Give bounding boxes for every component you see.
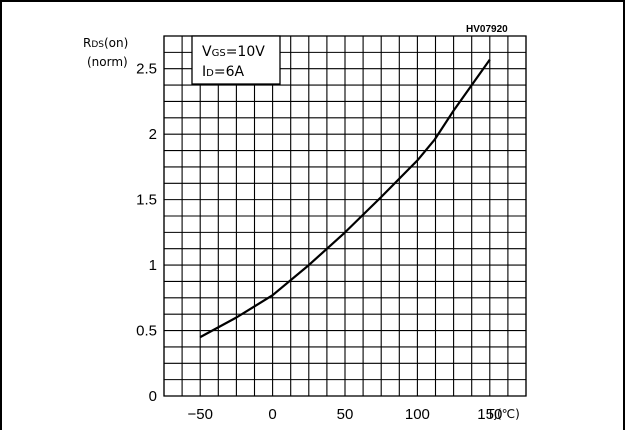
reference-code: HV07920	[466, 24, 508, 35]
x-tick-label: 0	[268, 406, 276, 423]
grid	[163, 35, 527, 397]
data-point	[343, 230, 347, 234]
condition-vgs: VGS=10V	[202, 44, 265, 60]
data-point	[488, 58, 492, 62]
y-tick-label: 1.5	[136, 192, 157, 209]
plot-border	[163, 35, 527, 397]
data-point	[198, 335, 202, 339]
series-line	[199, 58, 491, 339]
y-axis-label: RDS(on)	[83, 36, 128, 50]
data-point	[415, 158, 419, 162]
x-tick-label: −50	[187, 406, 212, 423]
x-axis-label: TJ(℃)	[486, 407, 520, 421]
conditions-box: VGS=10V ID=6A	[191, 35, 281, 85]
x-tick-label: 50	[337, 406, 354, 423]
y-tick-label: 2.5	[136, 61, 157, 78]
y-tick-label: 0	[149, 388, 157, 405]
data-point	[234, 315, 238, 319]
tick-labels: 0 0.5 1 1.5 2 2.5 −50 0 50 100 150	[136, 61, 502, 423]
conditions-background	[191, 35, 281, 85]
condition-id: ID=6A	[202, 64, 244, 80]
x-tick-label: 150	[477, 406, 502, 423]
y-tick-label: 0.5	[136, 323, 157, 340]
data-point	[433, 137, 437, 141]
data-point	[452, 109, 456, 113]
data-point	[271, 293, 275, 297]
y-tick-label: 1	[149, 257, 157, 274]
y-axis-label-norm: (norm)	[87, 55, 128, 69]
data-point	[379, 195, 383, 199]
data-point	[307, 263, 311, 267]
x-tick-label: 100	[405, 406, 430, 423]
y-tick-label: 2	[149, 126, 157, 143]
